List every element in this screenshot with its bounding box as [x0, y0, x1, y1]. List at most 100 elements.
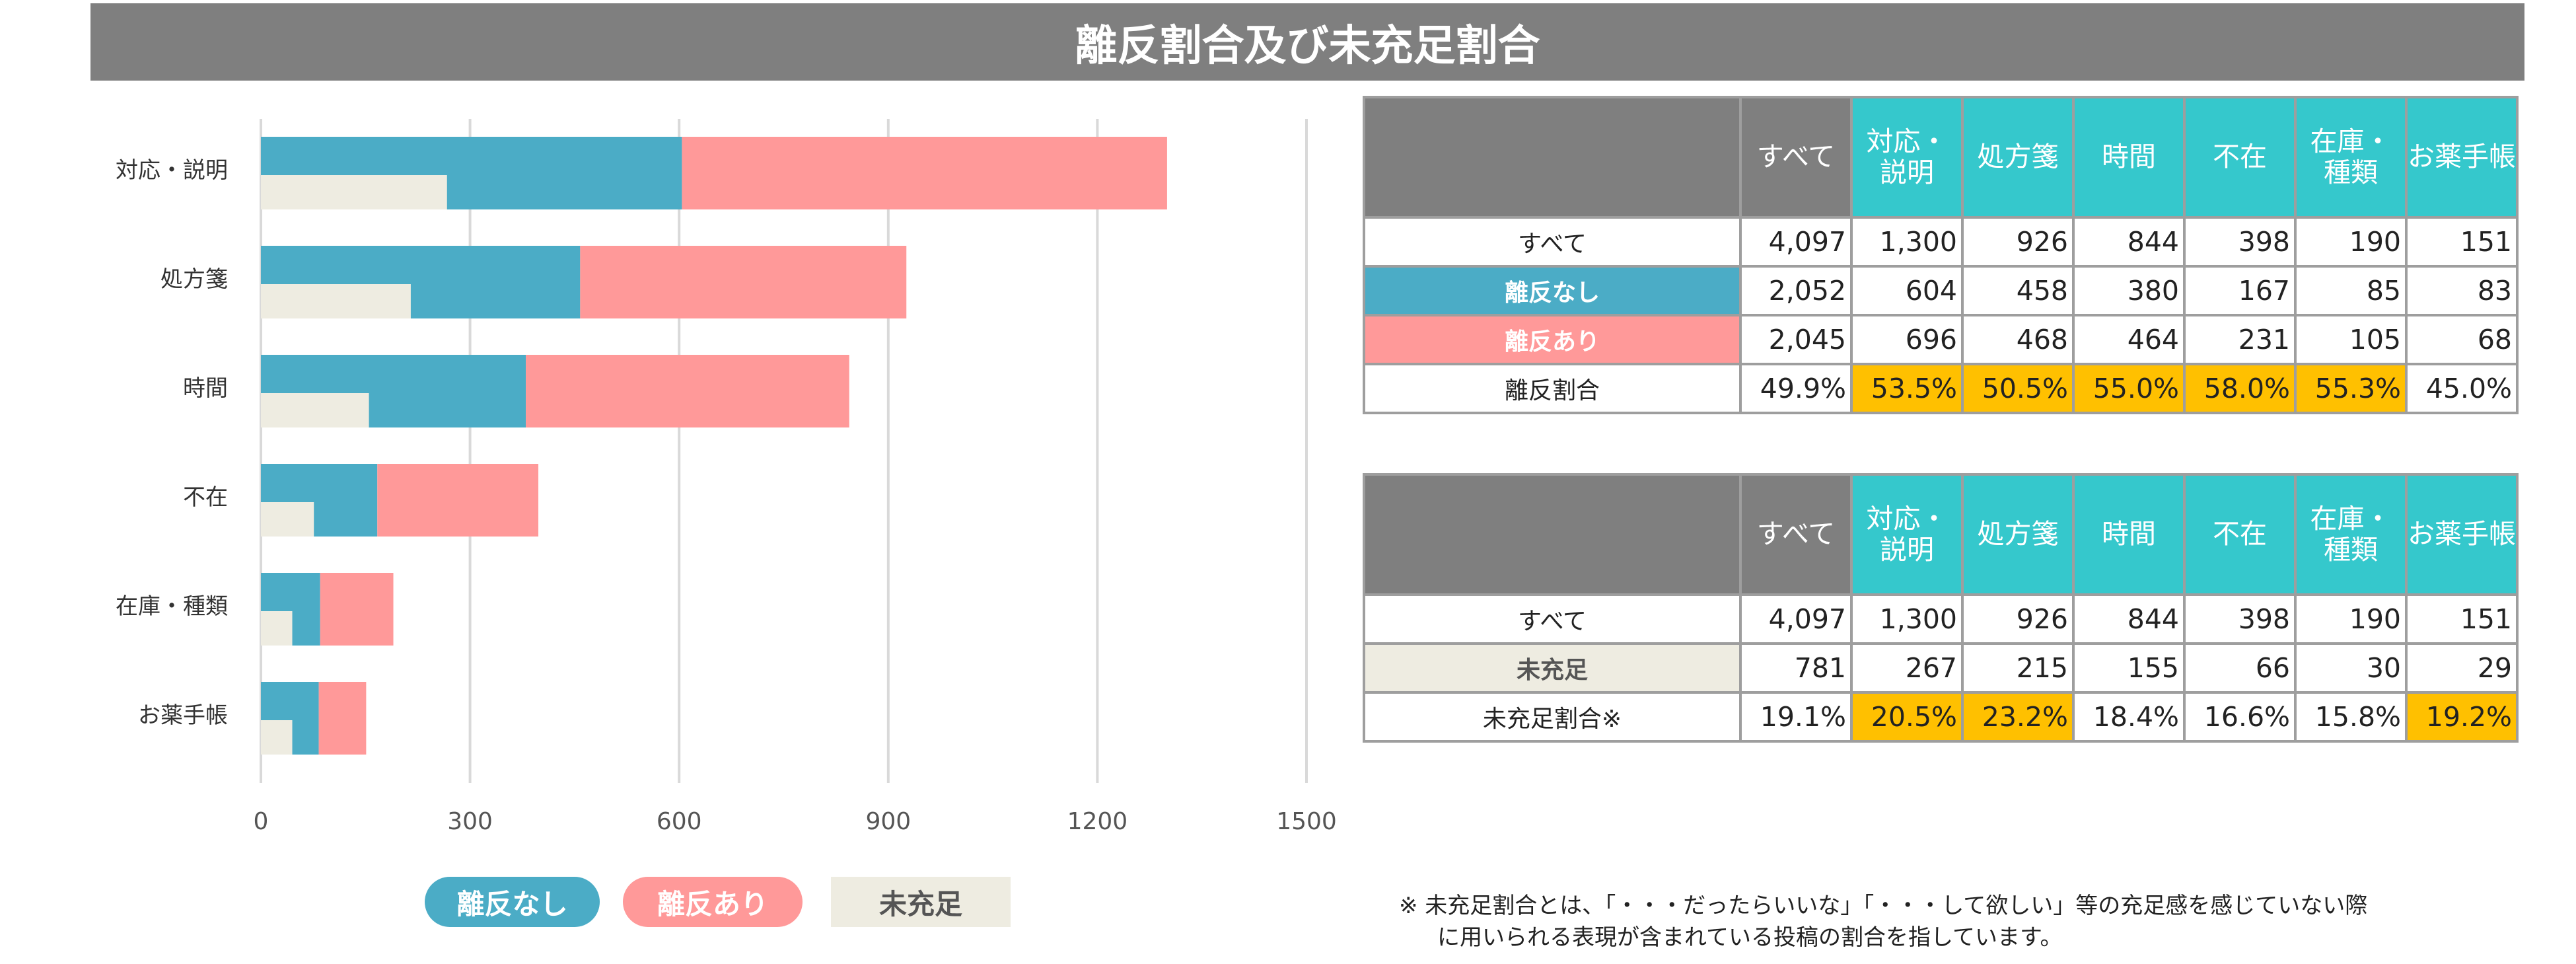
row-label: 離反割合: [1363, 363, 1742, 414]
bar-unsatisfied: [261, 502, 314, 537]
bar-unsatisfied: [261, 284, 411, 318]
category-label: 時間: [183, 375, 228, 402]
category-label: 不在: [183, 484, 228, 511]
table-row: 離反割合 49.9% 53.5% 50.5% 55.0% 58.0% 55.3%…: [1363, 363, 2519, 414]
legend-unsatisfied: 未充足: [831, 877, 1011, 927]
cell: 15.8%: [2294, 691, 2408, 743]
category-label: 対応・説明: [116, 157, 228, 184]
table-corner: [1363, 473, 1742, 596]
cell: 105: [2294, 314, 2408, 365]
cell: 19.1%: [1739, 691, 1853, 743]
row-label: 離反あり: [1363, 314, 1742, 365]
row-label: すべて: [1363, 593, 1742, 645]
cell: 1,300: [1850, 593, 1964, 645]
col-header: すべて: [1739, 473, 1853, 596]
cell: 45.0%: [2405, 363, 2519, 414]
bar-churn: [580, 246, 907, 318]
x-tick-label: 1500: [1276, 808, 1337, 835]
cell: 468: [1961, 314, 2075, 365]
bar-churn: [318, 682, 367, 755]
cell: 190: [2294, 593, 2408, 645]
bar-churn: [526, 355, 849, 427]
col-header: 対応・ 説明: [1850, 96, 1964, 219]
cell: 16.6%: [2183, 691, 2297, 743]
cell: 190: [2294, 216, 2408, 268]
footnote-line-2: に用いられる表現が含まれている投稿の割合を指しています。: [1437, 924, 2063, 951]
cell-highlight: 23.2%: [1961, 691, 2075, 743]
bar-churn: [682, 137, 1167, 209]
col-header: お薬手帳: [2405, 473, 2519, 596]
cell: 926: [1961, 593, 2075, 645]
cell: 398: [2183, 593, 2297, 645]
col-header: すべて: [1739, 96, 1853, 219]
category-label: 在庫・種類: [116, 593, 228, 620]
cell: 458: [1961, 265, 2075, 316]
cell: 68: [2405, 314, 2519, 365]
cell: 2,045: [1739, 314, 1853, 365]
cell: 49.9%: [1739, 363, 1853, 414]
table-row: 未充足割合※ 19.1% 20.5% 23.2% 18.4% 16.6% 15.…: [1363, 691, 2519, 743]
cell: 231: [2183, 314, 2297, 365]
row-label: 未充足割合※: [1363, 691, 1742, 743]
page-title: 離反割合及び未充足割合: [90, 3, 2524, 81]
cell: 398: [2183, 216, 2297, 268]
cell: 696: [1850, 314, 1964, 365]
row-label: 離反なし: [1363, 265, 1742, 316]
col-header: 対応・ 説明: [1850, 473, 1964, 596]
table-row: 離反あり 2,045 696 468 464 231 105 68: [1363, 314, 2519, 365]
table-row: すべて 4,097 1,300 926 844 398 190 151: [1363, 593, 2519, 645]
cell: 926: [1961, 216, 2075, 268]
footnote: ※ 未充足割合とは、「・・・だったらいいな」「・・・して欲しい」等の充足感を感じ…: [1399, 890, 2367, 953]
col-header: 時間: [2072, 96, 2186, 219]
table-row: 未充足 781 267 215 155 66 30 29: [1363, 642, 2519, 694]
x-tick-label: 300: [447, 808, 493, 835]
unsatisfied-table: すべて 対応・ 説明 処方箋 時間 不在 在庫・ 種類 お薬手帳 すべて 4,097…: [1363, 473, 2519, 743]
bar-unsatisfied: [261, 393, 369, 427]
cell: 66: [2183, 642, 2297, 694]
table-corner: [1363, 96, 1742, 219]
cell-highlight: 55.0%: [2072, 363, 2186, 414]
cell-highlight: 50.5%: [1961, 363, 2075, 414]
col-header: 不在: [2183, 473, 2297, 596]
cell: 781: [1739, 642, 1853, 694]
cell: 215: [1961, 642, 2075, 694]
row-label: すべて: [1363, 216, 1742, 268]
col-header: 在庫・ 種類: [2294, 473, 2408, 596]
cell: 844: [2072, 593, 2186, 645]
category-label: 処方箋: [161, 266, 228, 293]
bar-churn: [377, 464, 539, 537]
cell: 151: [2405, 216, 2519, 268]
col-header: 不在: [2183, 96, 2297, 219]
bar-unsatisfied: [261, 720, 293, 755]
col-header: 処方箋: [1961, 473, 2075, 596]
cell: 380: [2072, 265, 2186, 316]
cell: 30: [2294, 642, 2408, 694]
cell: 1,300: [1850, 216, 1964, 268]
bar-unsatisfied: [261, 611, 293, 646]
x-tick-label: 1200: [1067, 808, 1128, 835]
cell: 4,097: [1739, 593, 1853, 645]
cell: 155: [2072, 642, 2186, 694]
x-tick-label: 0: [254, 808, 269, 835]
cell: 4,097: [1739, 216, 1853, 268]
table-row: 離反なし 2,052 604 458 380 167 85 83: [1363, 265, 2519, 316]
cell: 2,052: [1739, 265, 1853, 316]
cell: 18.4%: [2072, 691, 2186, 743]
cell: 267: [1850, 642, 1964, 694]
row-label: 未充足: [1363, 642, 1742, 694]
col-header: 処方箋: [1961, 96, 2075, 219]
cell-highlight: 55.3%: [2294, 363, 2408, 414]
cell: 85: [2294, 265, 2408, 316]
col-header: お薬手帳: [2405, 96, 2519, 219]
x-tick-label: 600: [657, 808, 702, 835]
cell: 83: [2405, 265, 2519, 316]
bar-churn: [320, 573, 394, 646]
cell: 151: [2405, 593, 2519, 645]
table-row: すべて 4,097 1,300 926 844 398 190 151: [1363, 216, 2519, 268]
churn-table: すべて 対応・ 説明 処方箋 時間 不在 在庫・ 種類 お薬手帳 すべて 4,097…: [1363, 96, 2519, 414]
cell-highlight: 19.2%: [2405, 691, 2519, 743]
cell-highlight: 58.0%: [2183, 363, 2297, 414]
legend-churn: 離反あり: [623, 877, 803, 927]
col-header: 在庫・ 種類: [2294, 96, 2408, 219]
